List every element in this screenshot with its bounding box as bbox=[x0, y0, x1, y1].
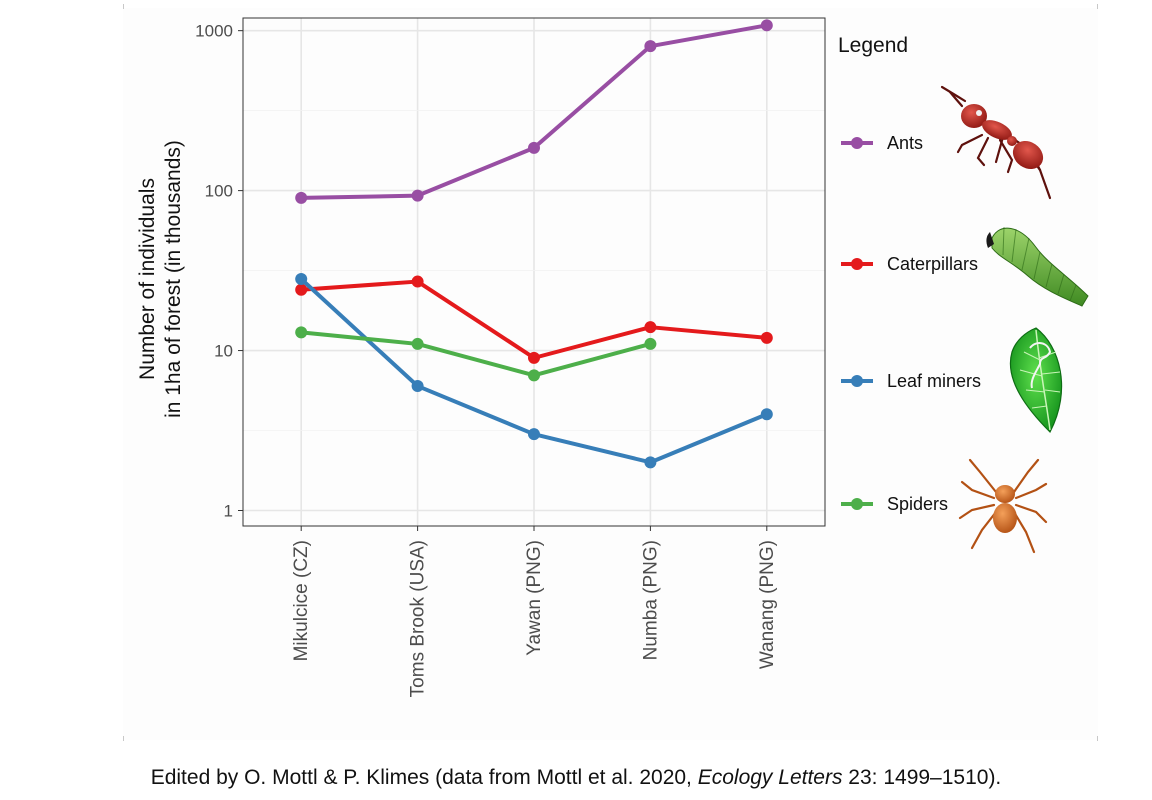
x-tick-label: Yawan (PNG) bbox=[524, 540, 545, 656]
series-layer bbox=[295, 19, 773, 469]
y-axis-label-line-2: in 1ha of forest (in thousands) bbox=[162, 140, 185, 418]
data-point-ants bbox=[528, 141, 540, 154]
legend-key-point bbox=[851, 137, 863, 149]
legend-key-point bbox=[851, 258, 863, 270]
credit-line: Edited by O. Mottl & P. Klimes (data fro… bbox=[0, 766, 1152, 790]
data-point-caterpillars bbox=[760, 331, 773, 344]
y-tick-label: 10 bbox=[214, 342, 233, 361]
x-tick-label: Mikulcice (CZ) bbox=[291, 540, 312, 661]
data-point-leaf-miners bbox=[528, 428, 540, 441]
data-point-spiders bbox=[295, 326, 308, 339]
data-point-spiders bbox=[528, 369, 540, 382]
grid bbox=[243, 18, 825, 526]
data-point-caterpillars bbox=[644, 321, 657, 334]
y-tick-label: 100 bbox=[205, 182, 233, 201]
legend-title: Legend bbox=[838, 34, 908, 57]
caterpillar-icon bbox=[986, 226, 1089, 307]
data-point-ants bbox=[760, 19, 773, 32]
legend-label: Spiders bbox=[887, 494, 948, 514]
legend: Ants Caterpillars Leaf miners Spiders bbox=[841, 133, 981, 514]
corner-mark bbox=[1097, 4, 1098, 9]
credit-text-end: 23: 1499–1510). bbox=[842, 766, 1002, 789]
x-tick-label: Toms Brook (USA) bbox=[408, 540, 429, 697]
leaf-icon bbox=[1009, 327, 1063, 434]
figure-panel bbox=[123, 8, 1098, 740]
corner-mark bbox=[1097, 736, 1098, 741]
credit-text-start: Edited by O. Mottl & P. Klimes (data fro… bbox=[150, 766, 698, 789]
axes: 1 10 100 1000 Mikulcice (CZ) Toms Brook (USA)… bbox=[195, 22, 778, 698]
y-tick-label: 1000 bbox=[195, 22, 233, 41]
corner-mark bbox=[123, 4, 124, 9]
chart: 1 10 100 1000 Mikulcice (CZ) Toms Brook (USA)… bbox=[136, 17, 1089, 698]
data-point-leaf-miners bbox=[760, 408, 773, 421]
data-point-ants bbox=[644, 40, 657, 53]
x-tick-label: Numba (PNG) bbox=[640, 540, 661, 660]
legend-key-point bbox=[851, 375, 863, 387]
data-point-spiders bbox=[411, 337, 424, 350]
data-point-leaf-miners bbox=[295, 273, 308, 286]
data-point-leaf-miners bbox=[644, 456, 657, 469]
corner-mark bbox=[123, 736, 124, 741]
data-point-caterpillars bbox=[411, 275, 424, 288]
legend-label: Leaf miners bbox=[887, 371, 981, 391]
credit-journal: Ecology Letters bbox=[697, 766, 843, 789]
data-point-ants bbox=[295, 191, 308, 204]
data-point-spiders bbox=[644, 337, 657, 350]
legend-label: Caterpillars bbox=[887, 254, 978, 274]
series-line-spiders bbox=[301, 330, 651, 378]
data-point-ants bbox=[411, 189, 424, 202]
y-axis-label-line-1: Number of individuals bbox=[136, 178, 159, 380]
legend-label: Ants bbox=[887, 133, 923, 153]
ant-icon bbox=[940, 85, 1052, 200]
data-point-caterpillars bbox=[528, 351, 540, 364]
data-point-leaf-miners bbox=[411, 380, 424, 393]
legend-key-point bbox=[851, 498, 863, 510]
data-point-caterpillars bbox=[295, 283, 308, 296]
y-tick-label: 1 bbox=[224, 501, 233, 520]
spider-icon bbox=[958, 458, 1048, 554]
x-tick-label: Wanang (PNG) bbox=[757, 540, 778, 669]
